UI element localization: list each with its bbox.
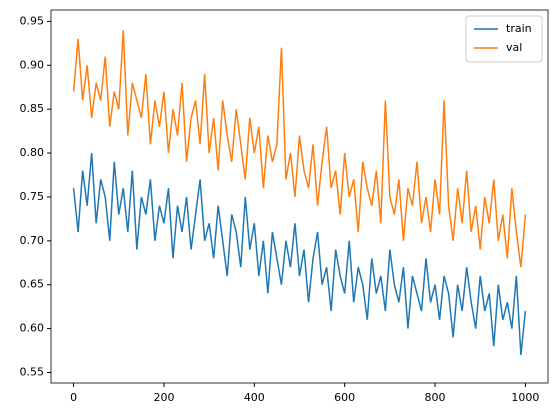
- legend-label: val: [506, 41, 522, 54]
- x-tick-label: 200: [153, 391, 174, 404]
- x-tick-label: 600: [334, 391, 355, 404]
- y-tick-label: 0.95: [20, 14, 45, 27]
- y-tick-label: 0.60: [20, 322, 45, 335]
- y-tick-label: 0.70: [20, 234, 45, 247]
- y-tick-label: 0.80: [20, 146, 45, 159]
- x-tick-label: 400: [244, 391, 265, 404]
- series-line: [72, 30, 527, 268]
- y-tick-label: 0.75: [20, 190, 45, 203]
- legend-box: [465, 15, 543, 63]
- x-tick-label: 0: [70, 391, 77, 404]
- y-tick-label: 0.85: [20, 102, 45, 115]
- legend-label: train: [506, 22, 532, 35]
- y-tick-label: 0.65: [20, 278, 45, 291]
- x-tick-label: 800: [425, 391, 446, 404]
- series-line: [72, 152, 527, 355]
- x-tick-label: 1000: [511, 391, 539, 404]
- y-tick-label: 0.55: [20, 365, 45, 378]
- axes-frame: [50, 9, 549, 384]
- y-tick-label: 0.90: [20, 58, 45, 71]
